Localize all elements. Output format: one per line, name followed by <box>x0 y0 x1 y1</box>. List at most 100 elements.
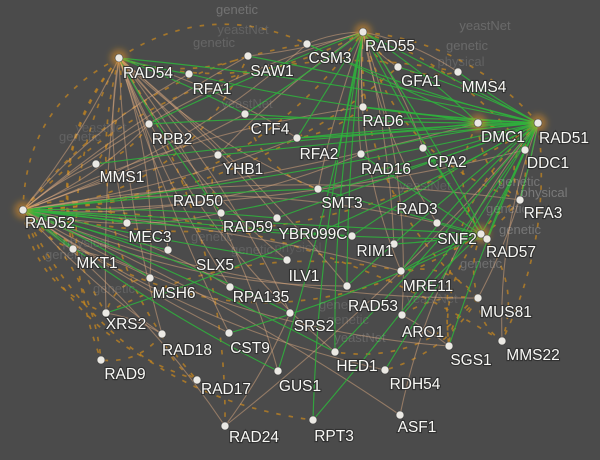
edge-SNF2-CPA2[interactable] <box>422 147 482 235</box>
node-label-MRE11[interactable]: MRE11 <box>402 277 455 296</box>
node-SAW1[interactable] <box>243 51 253 61</box>
edge-RAD52-RFA3[interactable] <box>22 184 521 211</box>
node-label-RFA2[interactable]: RFA2 <box>299 145 340 164</box>
edge-SNF2-MRE11[interactable] <box>400 233 482 272</box>
edge-RAD54-CST9[interactable] <box>118 57 230 334</box>
node-MSH6[interactable] <box>145 273 155 283</box>
edge-RAD55-SMT3[interactable] <box>317 31 364 190</box>
edge-RAD55-CTF4[interactable] <box>244 31 364 115</box>
edge-RAD52-SGS1[interactable] <box>22 209 450 347</box>
edge-RAD51-RPB2[interactable] <box>148 117 539 125</box>
edge-RAD51-MRE11[interactable] <box>400 122 539 272</box>
node-CTF4[interactable] <box>240 109 250 119</box>
node-label-SRS2[interactable]: SRS2 <box>293 317 336 336</box>
node-label-RAD59[interactable]: RAD59 <box>222 218 274 237</box>
edge-RAD54-RAD9[interactable] <box>75 57 120 361</box>
edge-RAD55-MUS81[interactable] <box>361 31 479 299</box>
edge-RAD52-RAD24[interactable] <box>22 209 226 427</box>
node-SLX5[interactable] <box>163 245 173 255</box>
node-MMS22[interactable] <box>497 336 507 346</box>
edge-RAD52-RAD55[interactable] <box>22 31 364 211</box>
edge-RAD52-ASF1[interactable] <box>22 209 401 416</box>
edge-RAD52-RPT3[interactable] <box>22 209 314 421</box>
node-MKT1[interactable] <box>68 244 78 254</box>
edge-RAD55-HED1[interactable] <box>334 31 364 353</box>
node-SGS1[interactable] <box>444 341 454 351</box>
edge-RAD54-SRS2[interactable] <box>118 57 291 314</box>
edge-RAD52-YBR099C[interactable] <box>22 209 353 237</box>
edge-RAD52-RAD17[interactable] <box>22 209 198 381</box>
edge-RAD55-RFA2[interactable] <box>296 31 364 139</box>
node-XRS2[interactable] <box>101 308 111 318</box>
edge-RAD54-CTF4[interactable] <box>118 57 246 115</box>
node-label-MSH6[interactable]: MSH6 <box>151 284 196 303</box>
node-RAD24[interactable] <box>220 421 230 431</box>
edge-DMC1-RAD6[interactable] <box>362 106 479 124</box>
edge-RAD52-RFA1[interactable] <box>22 73 190 211</box>
node-label-ASF1[interactable]: ASF1 <box>397 418 438 437</box>
node-label-RAD53[interactable]: RAD53 <box>347 297 399 316</box>
edge-RAD52-RAD57[interactable] <box>22 209 488 240</box>
node-label-MEC3[interactable]: MEC3 <box>127 228 172 247</box>
edge-RAD18-RAD17[interactable] <box>161 333 198 381</box>
edge-MUS81-HED1[interactable] <box>334 297 479 355</box>
edge-SNF2-MMS22[interactable] <box>480 233 510 342</box>
node-RAD50[interactable] <box>216 208 226 218</box>
edge-RAD52-RAD6[interactable] <box>22 106 364 211</box>
edge-RAD51-RAD54[interactable] <box>118 57 539 124</box>
edge-RAD51-RDH54[interactable] <box>384 122 539 371</box>
edge-DMC1-CSM3[interactable] <box>306 43 479 124</box>
edge-RAD52-GUS1[interactable] <box>22 209 279 372</box>
edge-MUS81-RDH54[interactable] <box>384 297 479 371</box>
edge-SNF2-CST9[interactable] <box>228 233 482 334</box>
node-RAD51[interactable] <box>533 118 543 128</box>
node-RAD57[interactable] <box>482 234 492 244</box>
edge-RAD51-SMT3[interactable] <box>317 122 539 190</box>
edge-RAD52-CSM3[interactable] <box>22 43 308 211</box>
node-label-GUS1[interactable]: GUS1 <box>278 377 322 396</box>
edge-MSH6-XRS2[interactable] <box>105 277 151 314</box>
node-label-CPA2[interactable]: CPA2 <box>426 153 468 172</box>
node-RAD59[interactable] <box>272 213 282 223</box>
node-ASF1[interactable] <box>395 410 405 420</box>
node-ILV1[interactable] <box>282 255 292 265</box>
node-label-RPB2[interactable]: RPB2 <box>151 130 194 149</box>
edge-RAD52-CSM3[interactable] <box>22 43 308 211</box>
node-RAD6[interactable] <box>358 102 368 112</box>
node-label-SAW1[interactable]: SAW1 <box>249 62 295 81</box>
edge-RAD54-CSM3[interactable] <box>118 23 308 59</box>
node-label-SNF2[interactable]: SNF2 <box>436 230 478 249</box>
node-label-RPT3[interactable]: RPT3 <box>313 427 355 446</box>
edge-RAD54-GUS1[interactable] <box>118 57 279 372</box>
edge-RAD54-XRS2[interactable] <box>104 57 120 314</box>
node-label-CSM3[interactable]: CSM3 <box>307 49 352 68</box>
node-label-SMT3[interactable]: SMT3 <box>320 194 364 213</box>
node-label-YBR099C[interactable]: YBR099C <box>277 225 348 244</box>
node-label-HED1[interactable]: HED1 <box>335 357 379 376</box>
node-label-MMS1[interactable]: MMS1 <box>99 168 146 187</box>
node-label-RAD54[interactable]: RAD54 <box>122 64 175 83</box>
edge-RAD51-MMS22[interactable] <box>501 122 543 342</box>
node-YBR099C[interactable] <box>347 231 357 241</box>
edge-RAD52-SNF2[interactable] <box>22 209 482 235</box>
edge-MUS81-ARO1[interactable] <box>401 296 479 316</box>
node-label-MUS81[interactable]: MUS81 <box>479 303 533 322</box>
node-label-SLX5[interactable]: SLX5 <box>195 256 235 275</box>
edge-RAD51-HED1[interactable] <box>334 122 539 353</box>
node-label-DDC1[interactable]: DDC1 <box>526 154 570 173</box>
node-RIM1[interactable] <box>389 239 399 249</box>
node-label-DMC1[interactable]: DMC1 <box>480 128 526 147</box>
node-label-ILV1[interactable]: ILV1 <box>288 267 321 286</box>
edge-RAD51-YHB1[interactable] <box>217 122 539 156</box>
node-label-RAD3[interactable]: RAD3 <box>395 200 439 219</box>
node-label-YHB1[interactable]: YHB1 <box>222 160 265 179</box>
edge-XRS2-RAD18[interactable] <box>105 312 163 335</box>
node-RPB2[interactable] <box>144 119 154 129</box>
node-label-RAD24[interactable]: RAD24 <box>228 428 281 447</box>
node-RDH54[interactable] <box>380 365 390 375</box>
node-label-RAD50[interactable]: RAD50 <box>172 192 225 211</box>
edge-RAD52-RAD9[interactable] <box>22 209 102 361</box>
node-RFA1[interactable] <box>184 69 194 79</box>
node-GFA1[interactable] <box>393 62 403 72</box>
node-RAD55[interactable] <box>358 27 368 37</box>
